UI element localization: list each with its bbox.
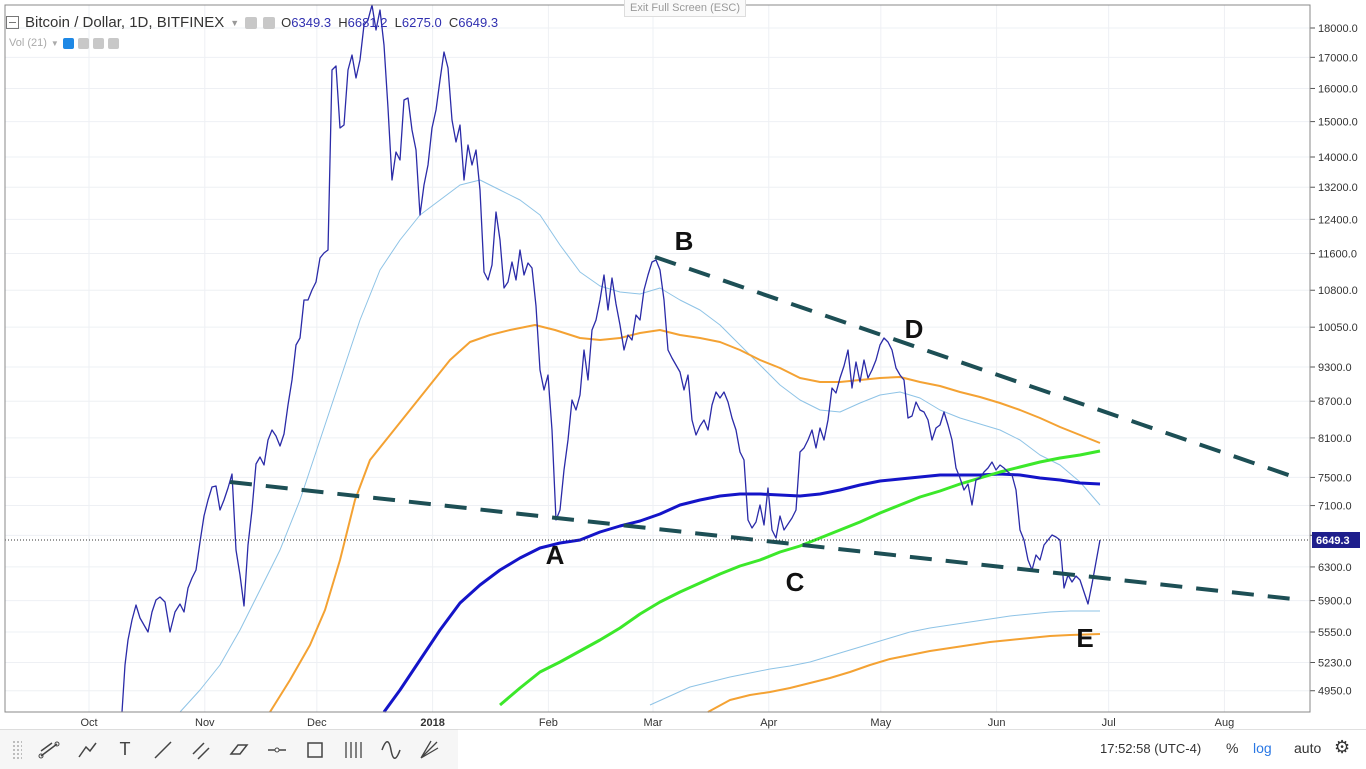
chart-axes: 4950.05230.05550.05900.06300.06700.07100… (4, 4, 1360, 729)
eye-icon[interactable] (245, 16, 258, 29)
percent-scale-toggle[interactable]: % (1226, 740, 1239, 756)
y-tick-label: 11600.0 (1318, 249, 1357, 261)
y-tick-label: 6300.0 (1318, 562, 1352, 574)
wave-label-e: E (1076, 623, 1093, 653)
y-tick-label: 7500.0 (1318, 472, 1352, 484)
chart-grid (5, 5, 1310, 712)
close-value: 6649.3 (458, 15, 499, 30)
open-label: O (281, 15, 292, 30)
close-label: C (448, 15, 459, 30)
fib-tool-icon[interactable] (182, 734, 220, 766)
close-icon[interactable] (107, 37, 119, 49)
x-tick-label: Dec (307, 717, 327, 729)
chevron-down-icon[interactable]: ▼ (230, 17, 240, 28)
ma-blue-line (382, 472, 1101, 713)
wave-label-d: D (905, 314, 924, 344)
upper-trend-line (654, 255, 1301, 481)
y-tick-label: 12400.0 (1318, 214, 1358, 226)
high-label: H (338, 15, 348, 30)
collapse-icon[interactable] (6, 16, 19, 29)
y-tick-label: 17000.0 (1318, 52, 1358, 64)
y-tick-label: 13200.0 (1318, 182, 1358, 194)
y-tick-label: 14000.0 (1318, 152, 1358, 164)
sine-tool-icon[interactable] (372, 734, 410, 766)
x-tick-label: Feb (539, 717, 558, 729)
open-value: 6349.3 (291, 15, 332, 30)
y-tick-label: 8100.0 (1318, 433, 1352, 445)
prediction-tool-icon[interactable] (334, 734, 372, 766)
fan-tool-icon[interactable] (410, 734, 448, 766)
rectangle-tool-icon[interactable] (296, 734, 334, 766)
y-tick-label: 18000.0 (1318, 23, 1358, 35)
high-value: 6681.2 (347, 15, 388, 30)
wave-label-c: C (786, 567, 805, 597)
channel-tool-icon[interactable] (220, 734, 258, 766)
x-tick-label: Oct (80, 717, 97, 729)
y-tick-label: 10800.0 (1318, 285, 1358, 297)
plot-area (5, 5, 1310, 712)
x-tick-label: 2018 (420, 717, 444, 729)
wave-label-a: A (546, 540, 565, 570)
x-tick-label: Jun (988, 717, 1006, 729)
wave-label-b: B (675, 226, 694, 256)
add-icon[interactable] (92, 37, 104, 49)
y-tick-label: 5550.0 (1318, 627, 1352, 639)
last-price-badge (1312, 532, 1360, 548)
log-scale-toggle[interactable]: log (1253, 740, 1272, 756)
text-tool-icon[interactable]: T (119, 739, 131, 759)
last-price-label: 6649.3 (1316, 535, 1350, 547)
drawing-toolbar: T (0, 729, 459, 769)
x-tick-label: Apr (760, 717, 777, 729)
price-line (121, 4, 1101, 713)
y-tick-label: 4950.0 (1318, 686, 1352, 698)
chart-marks: A B C D E (5, 4, 1310, 713)
volume-label[interactable]: Vol (21) (9, 37, 47, 49)
ma-orange-line (269, 324, 1101, 713)
volume-legend: Vol (21) ▼ (9, 37, 119, 49)
trend-line-tool-icon[interactable] (30, 734, 68, 766)
path-tool-icon[interactable] (68, 734, 106, 766)
low-value: 6275.0 (401, 15, 442, 30)
ma-light-line (179, 179, 1101, 713)
chart-legend-header: Bitcoin / Dollar, 1D, BITFINEX ▼ O6349.3… (6, 14, 498, 31)
x-tick-label: Nov (195, 717, 215, 729)
y-tick-label: 10050.0 (1318, 322, 1358, 334)
horizontal-line-icon[interactable] (258, 734, 296, 766)
y-tick-label: 16000.0 (1318, 83, 1358, 95)
low-label: L (394, 15, 402, 30)
auto-scale-toggle[interactable]: auto (1294, 740, 1322, 756)
x-tick-label: Aug (1215, 717, 1235, 729)
drag-handle-icon[interactable] (12, 739, 22, 760)
bottom-status-bar: 17:52:58 (UTC-4) % log auto ⚙ (458, 729, 1366, 769)
chevron-down-icon[interactable]: ▼ (50, 38, 59, 48)
settings-icon[interactable] (77, 37, 89, 49)
clock-display[interactable]: 17:52:58 (UTC-4) (1100, 741, 1202, 756)
gear-icon[interactable]: ⚙ (1334, 737, 1351, 757)
y-tick-label: 5900.0 (1318, 596, 1352, 608)
x-tick-label: May (870, 717, 891, 729)
eye-icon[interactable] (62, 37, 74, 49)
ma-light-lower-line (649, 610, 1100, 706)
x-tick-label: Jul (1102, 717, 1116, 729)
ma-green-line (499, 449, 1101, 707)
y-tick-label: 7100.0 (1318, 501, 1352, 513)
line-tool-icon[interactable] (144, 734, 182, 766)
y-tick-label: 15000.0 (1318, 117, 1358, 129)
y-tick-label: 5230.0 (1318, 657, 1352, 669)
exit-fullscreen-button[interactable]: Exit Full Screen (ESC) (624, 0, 746, 17)
y-tick-label: 8700.0 (1318, 396, 1352, 408)
ohlc-values: O6349.3 H6681.2 L6275.0 C6649.3 (281, 15, 498, 30)
symbol-title[interactable]: Bitcoin / Dollar, 1D, BITFINEX (25, 14, 225, 31)
x-tick-label: Mar (644, 717, 663, 729)
ma-orange-lower-line (707, 633, 1101, 713)
settings-icon[interactable] (263, 16, 276, 29)
y-tick-label: 9300.0 (1318, 362, 1352, 374)
